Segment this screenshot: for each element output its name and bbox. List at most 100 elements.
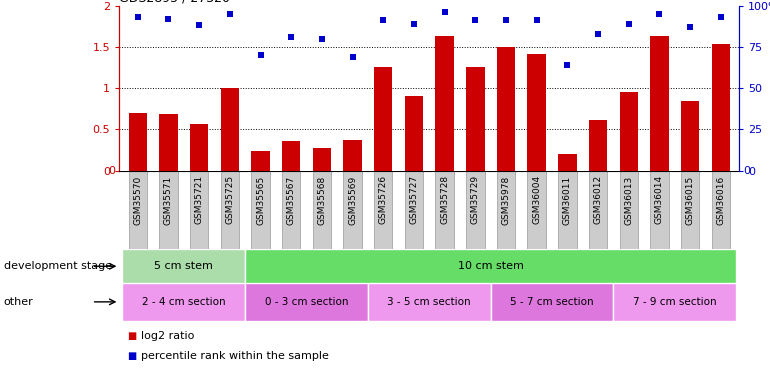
Text: GSM36011: GSM36011 bbox=[563, 176, 572, 225]
Bar bbox=[466, 68, 484, 171]
Text: 0: 0 bbox=[743, 166, 750, 176]
Bar bbox=[497, 171, 515, 249]
Text: GDS2895 / 27320: GDS2895 / 27320 bbox=[119, 0, 230, 4]
Bar bbox=[527, 54, 546, 171]
Text: 7 - 9 cm section: 7 - 9 cm section bbox=[633, 297, 717, 307]
Point bbox=[132, 14, 144, 20]
Point bbox=[469, 18, 481, 24]
Text: development stage: development stage bbox=[4, 261, 112, 271]
Point bbox=[531, 18, 543, 24]
Bar bbox=[681, 101, 699, 171]
Point bbox=[285, 34, 297, 40]
Bar bbox=[650, 36, 668, 171]
Bar bbox=[435, 36, 454, 171]
Text: 10 cm stem: 10 cm stem bbox=[457, 261, 524, 271]
Point bbox=[623, 21, 635, 27]
Bar bbox=[190, 124, 209, 171]
Text: GSM35729: GSM35729 bbox=[470, 176, 480, 225]
Bar bbox=[614, 283, 736, 321]
Bar bbox=[527, 171, 546, 249]
Text: GSM36013: GSM36013 bbox=[624, 176, 633, 225]
Bar bbox=[466, 171, 484, 249]
Bar bbox=[313, 171, 331, 249]
Bar bbox=[405, 96, 424, 171]
Bar bbox=[343, 140, 362, 171]
Text: GSM36016: GSM36016 bbox=[716, 176, 725, 225]
Bar bbox=[282, 141, 300, 171]
Text: GSM35569: GSM35569 bbox=[348, 176, 357, 225]
Text: GSM36014: GSM36014 bbox=[655, 176, 664, 225]
Bar bbox=[343, 171, 362, 249]
Text: GSM35725: GSM35725 bbox=[226, 176, 234, 225]
Bar bbox=[245, 249, 736, 283]
Point bbox=[346, 54, 359, 60]
Point bbox=[653, 11, 665, 17]
Bar bbox=[368, 283, 490, 321]
Text: 5 - 7 cm section: 5 - 7 cm section bbox=[511, 297, 594, 307]
Point bbox=[561, 62, 574, 68]
Text: GSM36004: GSM36004 bbox=[532, 176, 541, 225]
Point bbox=[254, 52, 266, 58]
Point bbox=[193, 22, 206, 28]
Bar bbox=[251, 151, 270, 171]
Text: GSM35728: GSM35728 bbox=[440, 176, 449, 225]
Bar bbox=[435, 171, 454, 249]
Text: GSM36012: GSM36012 bbox=[594, 176, 603, 225]
Point bbox=[316, 36, 328, 42]
Bar bbox=[589, 171, 608, 249]
Bar bbox=[405, 171, 424, 249]
Bar bbox=[251, 171, 270, 249]
Point bbox=[162, 16, 175, 22]
Text: 0 - 3 cm section: 0 - 3 cm section bbox=[265, 297, 348, 307]
Text: GSM35727: GSM35727 bbox=[410, 176, 418, 225]
Text: percentile rank within the sample: percentile rank within the sample bbox=[141, 351, 329, 361]
Bar bbox=[620, 92, 638, 171]
Bar bbox=[620, 171, 638, 249]
Bar bbox=[313, 147, 331, 171]
Text: GSM35568: GSM35568 bbox=[317, 176, 326, 225]
Bar bbox=[221, 171, 239, 249]
Text: ■: ■ bbox=[127, 351, 136, 361]
Bar bbox=[589, 120, 608, 171]
Bar bbox=[681, 171, 699, 249]
Bar bbox=[711, 171, 730, 249]
Text: 2 - 4 cm section: 2 - 4 cm section bbox=[142, 297, 226, 307]
Bar bbox=[497, 47, 515, 171]
Point bbox=[223, 11, 236, 17]
Text: 5 cm stem: 5 cm stem bbox=[154, 261, 213, 271]
Point bbox=[500, 18, 512, 24]
Bar bbox=[159, 114, 178, 171]
Bar bbox=[650, 171, 668, 249]
Bar bbox=[159, 171, 178, 249]
Text: GSM35726: GSM35726 bbox=[379, 176, 388, 225]
Point bbox=[592, 31, 604, 37]
Bar bbox=[122, 283, 245, 321]
Text: log2 ratio: log2 ratio bbox=[141, 331, 194, 340]
Text: 0: 0 bbox=[109, 166, 116, 176]
Bar bbox=[282, 171, 300, 249]
Bar bbox=[122, 249, 245, 283]
Bar bbox=[711, 44, 730, 171]
Point bbox=[408, 21, 420, 27]
Point bbox=[438, 9, 450, 15]
Point bbox=[715, 14, 727, 20]
Text: 3 - 5 cm section: 3 - 5 cm section bbox=[387, 297, 471, 307]
Text: GSM35565: GSM35565 bbox=[256, 176, 265, 225]
Bar bbox=[374, 68, 393, 171]
Bar bbox=[190, 171, 209, 249]
Point bbox=[377, 18, 390, 24]
Text: GSM35567: GSM35567 bbox=[286, 176, 296, 225]
Bar bbox=[558, 154, 577, 171]
Text: GSM35721: GSM35721 bbox=[195, 176, 203, 225]
Text: GSM35571: GSM35571 bbox=[164, 176, 173, 225]
Text: GSM36015: GSM36015 bbox=[685, 176, 695, 225]
Bar bbox=[129, 171, 147, 249]
Text: ■: ■ bbox=[127, 331, 136, 340]
Bar bbox=[245, 283, 368, 321]
Bar bbox=[490, 283, 614, 321]
Bar bbox=[129, 113, 147, 171]
Bar bbox=[221, 88, 239, 171]
Bar bbox=[558, 171, 577, 249]
Text: GSM35978: GSM35978 bbox=[501, 176, 511, 225]
Text: other: other bbox=[4, 297, 34, 307]
